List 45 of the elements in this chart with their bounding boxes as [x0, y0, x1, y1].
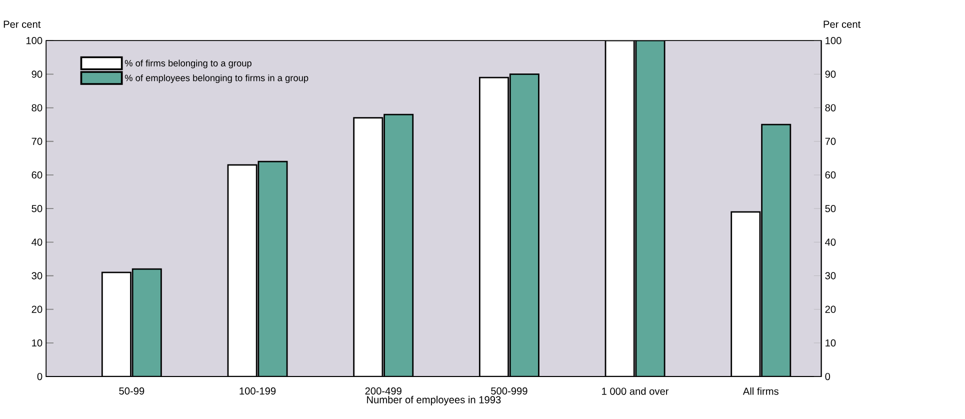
y-tick-label: 70	[32, 138, 42, 145]
y2-axis-title: Per cent	[824, 20, 861, 28]
y2-tick-label: 40	[825, 238, 836, 246]
bar	[132, 268, 162, 377]
y2-tick-label: 50	[825, 205, 836, 212]
y-axis-title: Per cent	[4, 20, 41, 28]
y2-tick-label: 100	[826, 37, 842, 44]
y2-tick-label: 70	[825, 138, 836, 145]
bar	[384, 114, 414, 377]
y-tick-label: 80	[32, 104, 42, 112]
x-tick-label: 100-199	[240, 387, 276, 395]
y-tick-label: 30	[32, 272, 42, 280]
y2-tick-label: 10	[826, 339, 836, 347]
bar	[730, 211, 761, 377]
x-tick-label: 1 000 and over	[602, 387, 669, 395]
legend-label: % of firms belonging to a group	[124, 60, 252, 68]
y-tick-label: 100	[26, 37, 42, 44]
y2-tick-label: 80	[825, 104, 836, 112]
bar	[227, 164, 258, 377]
bar	[761, 124, 792, 377]
bar	[604, 40, 635, 377]
y2-tick-label: 90	[825, 70, 836, 78]
y2-tick-label: 0	[825, 372, 830, 380]
y2-tick-label: 20	[825, 306, 836, 313]
x-tick-label: 50-99	[119, 387, 144, 395]
y-tick-label: 60	[32, 171, 42, 179]
legend-label: % of employees belonging to firms in a group	[124, 74, 308, 84]
y-tick-label: 0	[37, 372, 42, 380]
x-tick-label: 200-499	[365, 387, 402, 395]
y-tick-label: 10	[32, 339, 42, 347]
bar	[509, 74, 540, 377]
bar	[258, 160, 288, 377]
bar	[635, 40, 666, 377]
y-tick-label: 50	[32, 205, 42, 212]
bar	[478, 76, 509, 377]
y-tick-label: 90	[32, 70, 42, 78]
y-tick-label: 20	[32, 306, 42, 313]
x-axis-title: Number of employees in 1993	[367, 396, 501, 406]
y2-tick-label: 60	[825, 171, 836, 179]
bar	[353, 117, 384, 377]
x-tick-label: All firms	[742, 387, 778, 395]
y2-tick-label: 30	[825, 272, 836, 280]
y-tick-label: 40	[32, 238, 42, 246]
x-tick-label: 500-999	[491, 387, 528, 395]
bar	[101, 272, 132, 377]
